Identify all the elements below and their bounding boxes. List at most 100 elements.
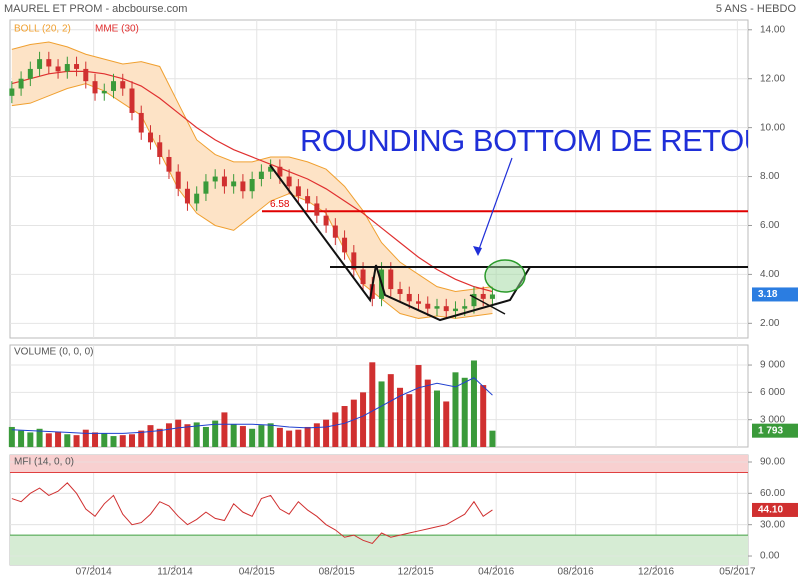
x-tick-label: 05/2017 xyxy=(719,567,756,578)
volume-bar xyxy=(27,432,34,447)
candle-body xyxy=(64,64,70,72)
candle-body xyxy=(416,301,422,304)
volume-bar xyxy=(110,436,117,447)
x-tick-label: 04/2015 xyxy=(239,567,276,578)
candle-body xyxy=(452,308,458,312)
candle-body xyxy=(305,196,311,204)
arrow xyxy=(477,157,513,253)
candle-body xyxy=(46,59,52,67)
annotation-text: ROUNDING BOTTOM DE RETOUR xyxy=(300,123,788,158)
candle-body xyxy=(388,269,394,290)
y-tick-label: 90.00 xyxy=(760,457,785,468)
bollinger-lower xyxy=(11,83,493,319)
x-tick-label: 07/2014 xyxy=(76,567,113,578)
candle-body xyxy=(443,306,449,312)
candle-body xyxy=(295,186,301,197)
candle-body xyxy=(74,64,80,69)
candle-body xyxy=(27,68,33,79)
volume-bar xyxy=(36,428,43,447)
volume-bar xyxy=(276,427,283,447)
bollinger-upper xyxy=(11,41,493,293)
last-value-tag xyxy=(752,502,798,517)
panel-title: MFI (14, 0, 0) xyxy=(14,457,74,468)
volume-bar xyxy=(397,387,404,447)
volume-bar xyxy=(267,423,274,447)
y-tick-label: 12.00 xyxy=(760,73,785,84)
x-tick-label: 12/2015 xyxy=(398,567,435,578)
period: 5 ANS - HEBDO xyxy=(716,3,797,15)
volume-bar xyxy=(406,394,413,447)
candle-body xyxy=(175,171,181,189)
candle-body xyxy=(203,181,209,194)
last-value-label: 3.18 xyxy=(758,289,778,300)
candle-body xyxy=(184,188,190,204)
volume-bar xyxy=(73,435,80,447)
candle-body xyxy=(101,90,107,94)
volume-bar xyxy=(221,412,228,447)
y-tick-label: 0.00 xyxy=(760,551,780,562)
volume-bar xyxy=(128,434,135,447)
volume-bar xyxy=(369,362,376,447)
volume-bar xyxy=(258,425,265,447)
page-title: MAUREL ET PROM - abcbourse.com xyxy=(4,3,187,15)
volume-bar xyxy=(147,425,154,447)
volume-bar xyxy=(165,423,172,447)
candle-body xyxy=(351,252,357,270)
volume-bar xyxy=(202,426,209,447)
candle-body xyxy=(231,181,237,187)
legend-entry: MME (30) xyxy=(95,24,139,35)
target-circle xyxy=(484,259,526,293)
volume-bar xyxy=(249,428,256,447)
y-tick-label: 6.00 xyxy=(760,220,780,231)
volume-bar xyxy=(489,430,496,447)
volume-bar xyxy=(480,385,487,447)
candle-body xyxy=(194,193,200,204)
x-tick-label: 08/2016 xyxy=(558,567,595,578)
y-tick-label: 8.00 xyxy=(760,171,780,182)
last-value-label: 44.10 xyxy=(758,505,783,516)
candle-body xyxy=(111,81,117,91)
candle-body xyxy=(462,306,468,309)
candle-body xyxy=(397,289,403,294)
volume-bar xyxy=(18,430,25,447)
candle-body xyxy=(360,269,366,285)
candle-body xyxy=(166,156,172,172)
last-value-tag xyxy=(752,423,798,438)
candle-body xyxy=(120,81,126,89)
y-tick-label: 14.00 xyxy=(760,24,785,35)
volume-bar xyxy=(239,426,246,447)
candle-body xyxy=(406,293,412,302)
y-tick-label: 4.00 xyxy=(760,269,780,280)
candle-body xyxy=(92,81,98,94)
candle-body xyxy=(471,293,477,307)
candle-body xyxy=(323,215,329,226)
candle-body xyxy=(221,176,227,187)
volume-bar xyxy=(415,365,422,447)
volume-bar xyxy=(175,419,182,447)
volume-bar xyxy=(360,392,367,447)
candle-body xyxy=(277,166,283,177)
candle-body xyxy=(55,66,61,72)
volume-bar xyxy=(286,430,293,447)
y-tick-label: 60.00 xyxy=(760,488,785,499)
volume-bar xyxy=(138,430,145,447)
volume-bar xyxy=(443,401,450,447)
candle-body xyxy=(342,237,348,253)
volume-bar xyxy=(341,406,348,447)
candle-body xyxy=(147,132,153,143)
candle-body xyxy=(212,176,218,182)
x-tick-label: 08/2015 xyxy=(319,567,356,578)
drawn-line xyxy=(469,294,506,315)
volume-bar xyxy=(433,390,440,447)
x-tick-label: 12/2016 xyxy=(638,567,675,578)
candle-body xyxy=(9,88,15,96)
volume-bar xyxy=(82,429,89,447)
candle-body xyxy=(249,179,255,192)
candle-body xyxy=(138,112,144,133)
y-tick-label: 10.00 xyxy=(760,122,785,133)
candle-body xyxy=(425,303,431,309)
candle-body xyxy=(83,68,89,82)
drawn-line xyxy=(269,164,531,322)
oversold-zone xyxy=(10,535,748,565)
